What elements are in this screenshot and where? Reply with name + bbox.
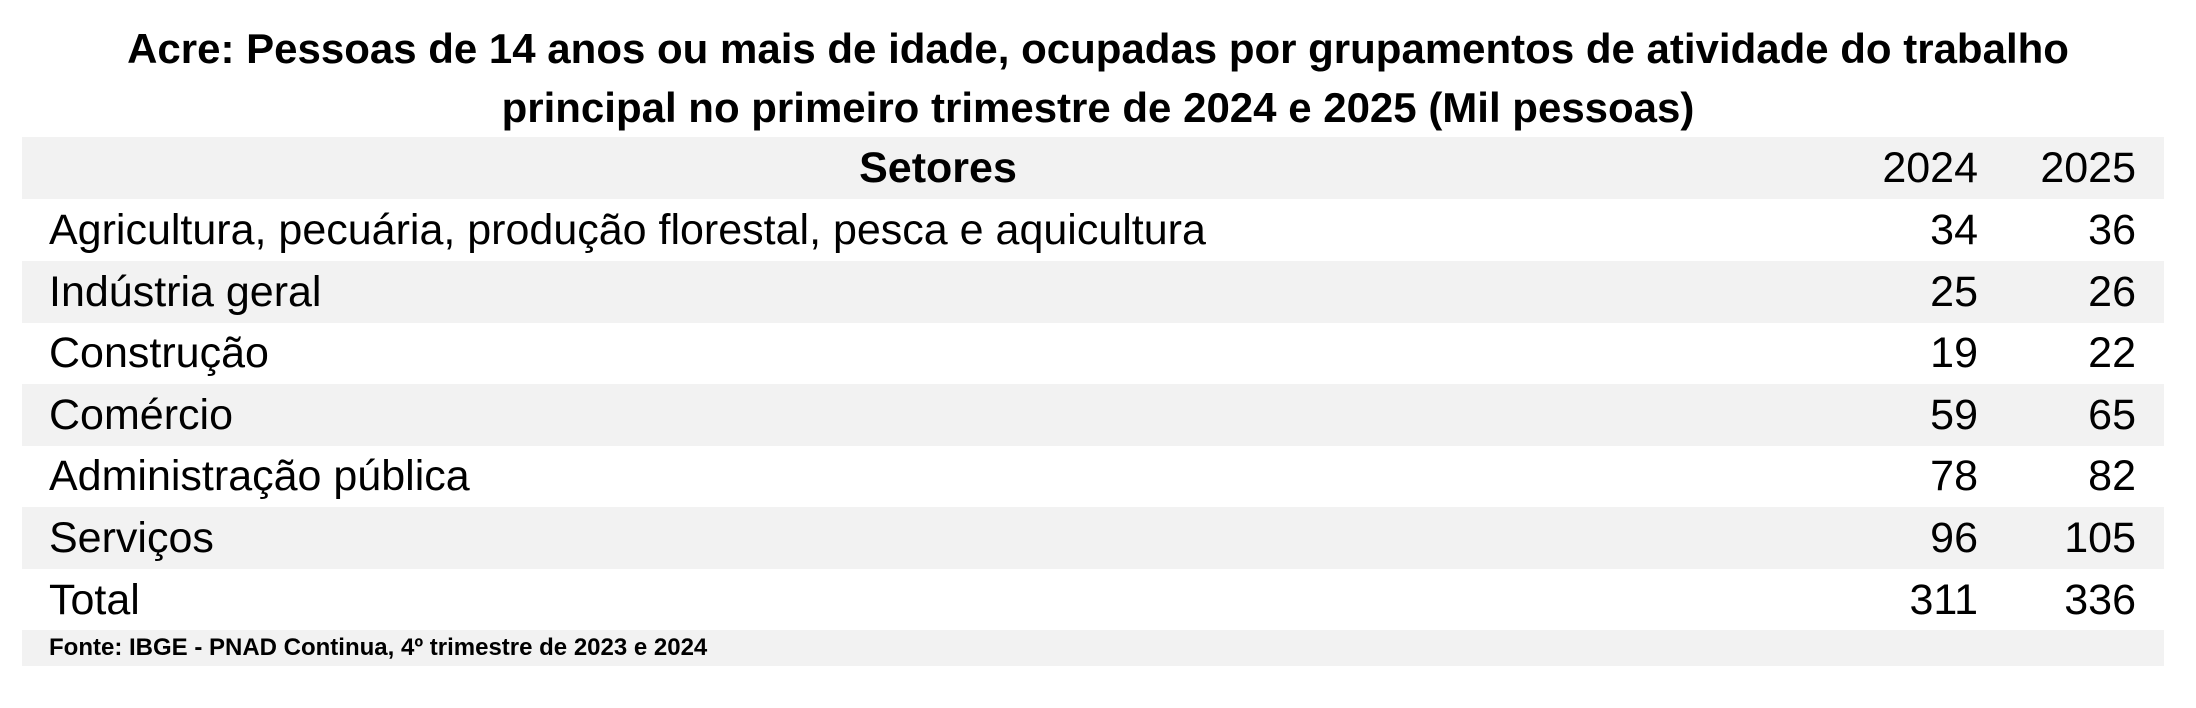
footer-text: Fonte: IBGE - PNAD Continua, 4º trimestr… xyxy=(49,634,708,661)
value-cell: 25 xyxy=(1930,267,1978,316)
value-cell: 59 xyxy=(1930,390,1978,439)
value-cell: 96 xyxy=(1930,514,1978,562)
table-row: Total 311 336 xyxy=(22,569,2164,631)
sector-cell: Serviços xyxy=(49,514,214,562)
sector-cell: Comércio xyxy=(49,390,233,439)
value-cell: 311 xyxy=(1909,575,1978,624)
value-cell: 36 xyxy=(2088,206,2136,254)
value-cell: 26 xyxy=(2088,267,2136,316)
title-line: Acre: Pessoas de 14 anos ou mais de idad… xyxy=(127,25,2069,72)
value-cell: 336 xyxy=(2064,575,2136,624)
table-row: Administração pública 78 82 xyxy=(22,445,2164,507)
header-cell: 2024 xyxy=(1882,144,1978,192)
sector-cell: Indústria geral xyxy=(49,267,322,316)
header-cell: Setores xyxy=(859,144,1017,192)
header-row: Setores 2024 2025 xyxy=(22,137,2164,199)
value-cell: 82 xyxy=(2088,452,2136,501)
value-cell: 78 xyxy=(1930,452,1978,501)
sector-cell: Administração pública xyxy=(49,452,470,501)
value-cell: 65 xyxy=(2088,390,2136,439)
table-row: Agricultura, pecuária, produção floresta… xyxy=(22,199,2164,261)
table-row: Indústria geral 25 26 xyxy=(22,260,2164,323)
title-line: principal no primeiro trimestre de 2024 … xyxy=(501,84,1695,131)
footer: Fonte: IBGE - PNAD Continua, 4º trimestr… xyxy=(22,630,2164,666)
table-row: Serviços 96 105 xyxy=(22,507,2164,569)
table-row: Comércio 59 65 xyxy=(22,383,2164,446)
sector-cell: Construção xyxy=(49,329,269,378)
value-cell: 22 xyxy=(2088,329,2136,378)
header-cell: 2025 xyxy=(2040,144,2136,192)
value-cell: 34 xyxy=(1930,206,1978,254)
table-row: Construção 19 22 xyxy=(22,322,2164,384)
sector-cell: Total xyxy=(49,575,140,624)
value-cell: 19 xyxy=(1930,329,1978,378)
value-cell: 105 xyxy=(2064,514,2136,562)
sector-cell: Agricultura, pecuária, produção floresta… xyxy=(49,206,1206,254)
